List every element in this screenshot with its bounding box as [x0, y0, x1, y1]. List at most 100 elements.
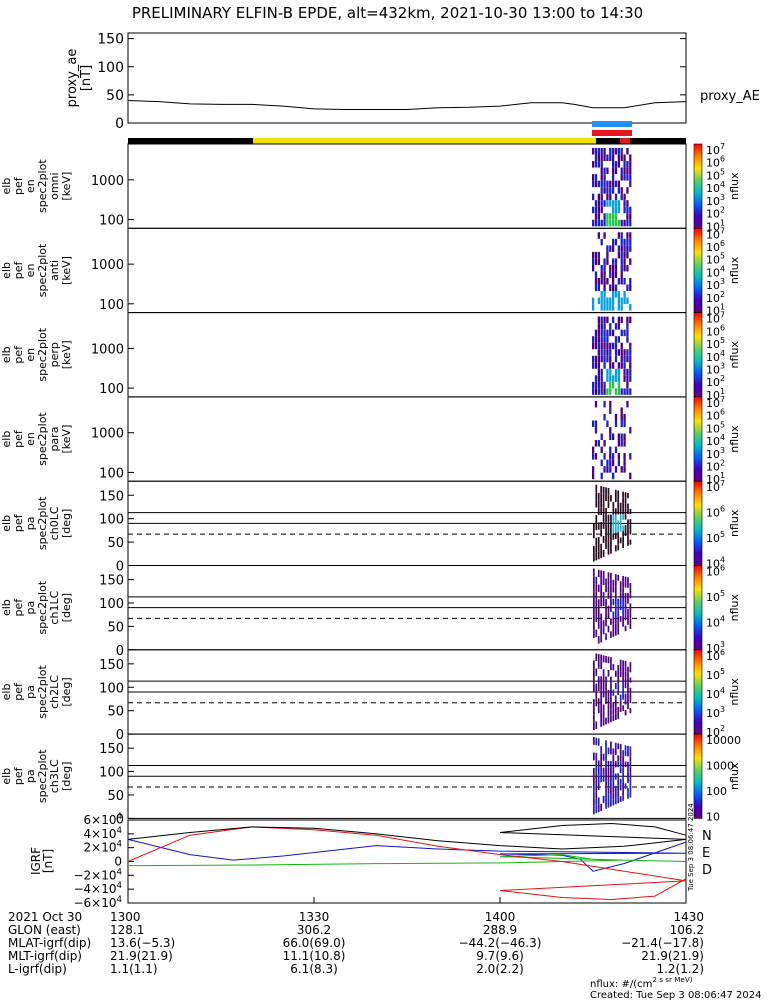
- pitch-angle-cell: [624, 677, 627, 683]
- science-zone-marker: [620, 138, 630, 144]
- spectrogram-cell: [600, 174, 603, 181]
- pitch-angle-cell: [622, 677, 624, 683]
- pitch-angle-cell: [627, 698, 629, 704]
- pitch-angle-cell: [617, 496, 620, 503]
- pitch-angle-cell: [595, 668, 598, 677]
- pitch-angle-cell: [602, 753, 605, 761]
- spectrum-ylabel: para: [48, 427, 61, 452]
- spectrogram-cell: [609, 148, 612, 155]
- spectrogram-cell: [629, 238, 632, 246]
- pitch-angle-cell: [610, 631, 612, 638]
- pitch-angle-cell: [605, 542, 607, 550]
- spectrogram-cell: [606, 388, 609, 395]
- spectrogram-cell: [600, 336, 603, 343]
- spectrogram-cell: [612, 342, 615, 350]
- pitch-angle-cell: [607, 501, 610, 508]
- pitch-angle-cell: [624, 598, 627, 604]
- spectrogram-cell: [612, 213, 615, 220]
- spectrogram-cell: [600, 264, 603, 272]
- spectrogram-cell: [606, 251, 609, 259]
- pitch-angle-cell: [627, 524, 629, 530]
- spectrogram-cell: [600, 238, 603, 246]
- pitch-angle-cell: [617, 508, 620, 515]
- footer-value: 21.9(21.9): [110, 949, 173, 963]
- spectrogram-cell: [609, 219, 612, 227]
- pitch-angle-cell: [595, 629, 598, 638]
- pitch-angle-cell: [607, 534, 610, 542]
- pitch-angle-cell: [612, 773, 615, 781]
- pitch-angle-cell: [627, 687, 629, 694]
- spectrogram-cell: [594, 148, 598, 155]
- spectrogram-cell: [620, 297, 623, 305]
- pitch-angle-cell: [624, 603, 627, 610]
- pitch-angle-cell: [597, 599, 600, 607]
- spectrogram-cell: [600, 161, 603, 168]
- pitch-angle-cell: [607, 794, 610, 801]
- spectrogram-cell: [629, 277, 632, 285]
- pitch-angle-cell: [619, 525, 622, 532]
- igrf-series-n: [127, 838, 687, 872]
- spectrum-ylabel: [keV]: [60, 172, 73, 201]
- pitch-angle-cell: [605, 612, 607, 620]
- pitch-angle-cell: [597, 797, 600, 805]
- pitch-angle-cell: [627, 492, 629, 499]
- pitch-angle-cell: [600, 767, 603, 775]
- spectrogram-cell: [606, 459, 609, 467]
- pitch-angle-ytick-label: 50: [107, 536, 124, 551]
- spectrogram-cell: [592, 193, 595, 201]
- pitch-angle-cell: [612, 586, 615, 593]
- spectrogram-cell: [609, 427, 612, 434]
- spectrogram-cell: [603, 258, 606, 265]
- spectrogram-cell: [623, 433, 626, 441]
- pitch-angle-cell: [612, 520, 615, 528]
- spectrogram-cell: [620, 349, 623, 356]
- pitch-angle-cell: [610, 663, 612, 671]
- pitch-angle-cell: [600, 719, 603, 727]
- spectrogram-cell: [626, 245, 629, 252]
- pitch-angle-cell: [602, 767, 605, 775]
- pitch-angle-cell: [602, 507, 605, 515]
- spectrogram-cell: [592, 362, 595, 369]
- spectrogram-cell: [626, 297, 629, 305]
- pitch-angle-ylabel: pef: [12, 598, 25, 617]
- pitch-angle-cell: [622, 491, 624, 498]
- spectrogram-cell: [626, 174, 629, 181]
- spectrogram-cell: [606, 187, 609, 194]
- spectrum-ylabel: elb: [0, 431, 13, 448]
- spectrogram-cell: [629, 472, 632, 480]
- pitch-angle-cell: [600, 529, 603, 537]
- pitch-angle-ylabel: pef: [12, 682, 25, 701]
- pitch-angle-cell: [610, 689, 612, 697]
- pitch-angle-cell: [629, 746, 632, 752]
- spectrogram-cell: [617, 245, 620, 252]
- pitch-angle-cell: [595, 691, 598, 699]
- pitch-angle-cell: [605, 655, 607, 663]
- spectrogram-cell: [603, 232, 606, 239]
- spectrogram-cell: [603, 388, 606, 395]
- pitch-angle-cell: [607, 541, 610, 549]
- spectrogram-cell: [612, 329, 615, 337]
- spectrogram-cell: [592, 420, 595, 427]
- spectrogram-cell: [612, 284, 615, 292]
- pitch-angle-cell: [622, 665, 624, 672]
- pitch-angle-cell: [602, 620, 605, 628]
- pitch-angle-cell: [629, 588, 632, 594]
- pitch-angle-cell: [593, 675, 595, 684]
- spectrogram-cell: [612, 375, 615, 382]
- pitch-angle-cell: [622, 750, 624, 756]
- pitch-angle-cell: [605, 683, 607, 691]
- pitch-angle-cell: [629, 519, 632, 525]
- pitch-angle-cell: [614, 761, 617, 768]
- spectrogram-cell: [594, 381, 598, 389]
- spectrogram-cell: [623, 174, 626, 181]
- igrf-ylabel: IGRF: [29, 847, 43, 875]
- units-note: nflux: #/(cm2 s sr MeV): [590, 975, 693, 990]
- spectrogram-cell: [594, 329, 598, 337]
- pitch-angle-cell: [607, 703, 610, 710]
- spectrogram-cell: [623, 193, 626, 201]
- spectrogram-cell: [626, 375, 629, 382]
- pitch-angle-cell: [593, 591, 595, 600]
- pitch-angle-cell: [595, 584, 598, 592]
- pitch-angle-cell: [600, 635, 603, 643]
- pitch-angle-cell: [597, 683, 600, 691]
